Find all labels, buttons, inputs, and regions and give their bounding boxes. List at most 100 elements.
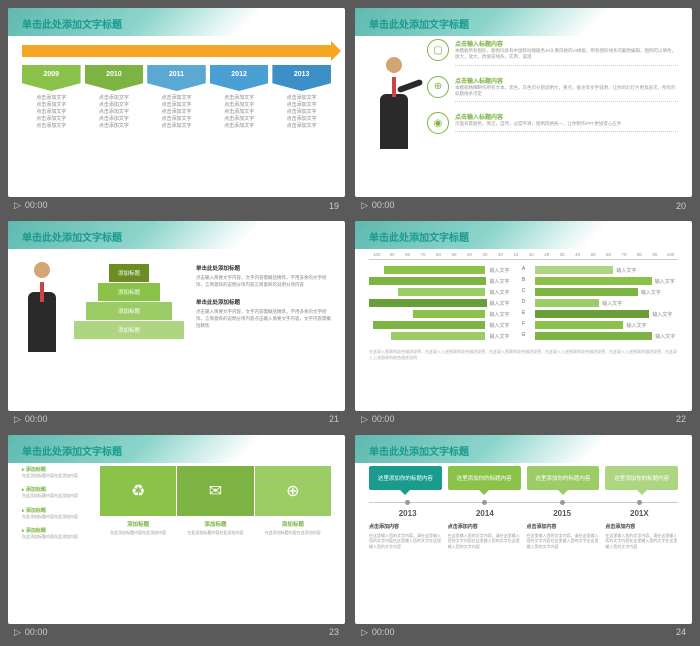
year-tag: 2009: [22, 65, 81, 91]
year-tag: 2013: [272, 65, 331, 91]
icon-list: ▢ 点击输入标题内容本模板所有图形，图例均具有中国移动端服务40头像风格的UI样…: [427, 39, 678, 149]
slide-footer: ▷00:00 24: [355, 624, 692, 638]
timeline-texts: 点击添加内容在这里输入您的文字内容，请在这里输入您的文字内容在这里输入您的文字在…: [369, 524, 678, 550]
bar-row: 输入文字: [369, 288, 513, 296]
bars-left: 输入文字输入文字输入文字输入文字输入文字输入文字输入文字: [369, 266, 513, 343]
bar-row: 输入文字: [535, 277, 679, 285]
bar-row: 输入文字: [369, 332, 513, 340]
chart-scale: 1009080706050403020101020304050607080901…: [369, 252, 678, 260]
icon-box: ✉ 添加标题在此添加标题内容在此添加内容: [177, 466, 253, 548]
slide-20: 单击此处添加文字标题 ▢ 点击输入标题内容本模板所有图形，图例均具有中国移动端服…: [355, 8, 692, 211]
slide-number: 20: [676, 201, 686, 211]
timeline-arrow: [22, 45, 331, 57]
slide-body: 2009 点击添加文字点击添加文字点击添加文字点击添加文字点击添加文字 2010…: [8, 35, 345, 138]
list-item: ▸ 添加标题在此添加标题内容在此添加内容: [22, 527, 92, 540]
text-block: 单击此处添加标题点击输入简要文字内容，文字内容需概括精炼，不用多余的文字修饰，言…: [196, 265, 331, 289]
slide-23: 单击此处添加文字标题 ▸ 添加标题在此添加标题内容在此添加内容▸ 添加标题在此添…: [8, 435, 345, 638]
slide-body: 添加标题添加标题添加标题添加标题 单击此处添加标题点击输入简要文字内容，文字内容…: [8, 248, 345, 360]
slide-canvas: 单击此处添加文字标题 这里添加你的标题内容这里添加你的标题内容这里添加你的标题内…: [355, 435, 692, 624]
speech-bubbles: 这里添加你的标题内容这里添加你的标题内容这里添加你的标题内容这里添加你的标题内容: [369, 466, 678, 490]
slide-number: 21: [329, 414, 339, 424]
slide-19: 单击此处添加文字标题 2009 点击添加文字点击添加文字点击添加文字点击添加文字…: [8, 8, 345, 211]
year-item: 2009 点击添加文字点击添加文字点击添加文字点击添加文字点击添加文字: [22, 65, 81, 130]
box-text: 添加标题在此添加标题内容在此添加内容: [177, 516, 253, 539]
feature-icon: ⊕: [427, 76, 449, 98]
bar-row: 输入文字: [535, 299, 679, 307]
bar-row: 输入文字: [369, 299, 513, 307]
year-row: 2009 点击添加文字点击添加文字点击添加文字点击添加文字点击添加文字 2010…: [22, 65, 331, 130]
year-text: 点击添加文字点击添加文字点击添加文字点击添加文字点击添加文字: [85, 95, 144, 130]
icon-boxes: ♻ 添加标题在此添加标题内容在此添加内容 ✉ 添加标题在此添加标题内容在此添加内…: [100, 466, 331, 548]
box-text: 添加标题在此添加标题内容在此添加内容: [100, 516, 176, 539]
year-marker: 2014: [446, 503, 523, 518]
slide-number: 22: [676, 414, 686, 424]
year-item: 2010 点击添加文字点击添加文字点击添加文字点击添加文字点击添加文字: [85, 65, 144, 130]
speech-bubble: 这里添加你的标题内容: [605, 466, 678, 490]
slide-22: 单击此处添加文字标题 10090807060504030201010203040…: [355, 221, 692, 424]
bar-row: 输入文字: [535, 288, 679, 296]
category-labels: ABCDEFG: [517, 266, 531, 343]
year-tag: 2012: [210, 65, 269, 91]
play-icon: ▷: [14, 200, 21, 211]
year-item: 2012 点击添加文字点击添加文字点击添加文字点击添加文字点击添加文字: [210, 65, 269, 130]
year-text: 点击添加内容在这里输入您的文字内容，请在这里输入您的文字内容在这里输入您的文字在…: [369, 524, 442, 550]
slide-number: 24: [676, 627, 686, 637]
text-block: 单击此处添加标题点击输入简要文字内容，文字内容需概括精炼，不用多余的文字修饰，言…: [196, 299, 331, 330]
feature-icon: ▢: [427, 39, 449, 61]
bars-right: 输入文字输入文字输入文字输入文字输入文字输入文字输入文字: [535, 266, 679, 343]
speech-bubble: 这里添加你的标题内容: [369, 466, 442, 490]
box-icon: ♻: [100, 466, 176, 516]
businessman-figure: [369, 39, 419, 149]
play-icon: ▷: [14, 627, 21, 638]
icon-text: 点击输入标题内容本模板精细制作所有文本，黑色，灰色可分割说明文，重点，备注等文字…: [455, 76, 678, 103]
slide-24: 单击此处添加文字标题 这里添加你的标题内容这里添加你的标题内容这里添加你的标题内…: [355, 435, 692, 638]
bar-row: 输入文字: [535, 332, 679, 340]
icon-row: ⊕ 点击输入标题内容本模板精细制作所有文本，黑色，灰色可分割说明文，重点，备注等…: [427, 76, 678, 103]
year-item: 2013 点击添加文字点击添加文字点击添加文字点击添加文字点击添加文字: [272, 65, 331, 130]
play-icon: ▷: [361, 200, 368, 211]
year-text: 点击添加内容在这里输入您的文字内容，请在这里输入您的文字内容在这里输入您的文字在…: [605, 524, 678, 550]
box-icon: ✉: [177, 466, 253, 516]
pyramid-level: 添加标题: [74, 321, 184, 339]
year-tag: 2010: [85, 65, 144, 91]
list-item: ▸ 添加标题在此添加标题内容在此添加内容: [22, 486, 92, 499]
box-text: 添加标题在此添加标题内容在此添加内容: [255, 516, 331, 539]
pyramid-descriptions: 单击此处添加标题点击输入简要文字内容，文字内容需概括精炼，不用多余的文字修饰，言…: [196, 265, 331, 339]
year-text: 点击添加文字点击添加文字点击添加文字点击添加文字点击添加文字: [22, 95, 81, 130]
pyramid-chart: 添加标题添加标题添加标题添加标题: [74, 264, 184, 340]
chart-footer: 在此录入图表的综合描述说明，在此录入上述图表的综合描述说明，在此录入图表的综合描…: [369, 349, 678, 360]
slide-footer: ▷00:00 22: [355, 411, 692, 425]
icon-box: ⊕ 添加标题在此添加标题内容在此添加内容: [255, 466, 331, 548]
slide-title: 单击此处添加文字标题: [8, 435, 345, 462]
bar-row: 输入文字: [369, 277, 513, 285]
slide-footer: ▷00:00 19: [8, 197, 345, 211]
slide-footer: ▷00:00 23: [8, 624, 345, 638]
left-list: ▸ 添加标题在此添加标题内容在此添加内容 ▸ 添加标题在此添加标题内容在此添加内容…: [22, 466, 92, 548]
slide-body: ▢ 点击输入标题内容本模板所有图形，图例均具有中国移动端服务40头像风格的UI样…: [355, 35, 692, 157]
businessman-figure: [22, 252, 62, 352]
slide-title: 单击此处添加文字标题: [8, 8, 345, 35]
bar-row: 输入文字: [369, 321, 513, 329]
slide-canvas: 单击此处添加文字标题 ▢ 点击输入标题内容本模板所有图形，图例均具有中国移动端服…: [355, 8, 692, 197]
icon-text: 点击输入标题内容本模板所有图形，图例均具有中国移动端服务40头像风格的UI样板，…: [455, 39, 678, 66]
icon-box: ♻ 添加标题在此添加标题内容在此添加内容: [100, 466, 176, 548]
slide-footer: ▷00:00 21: [8, 411, 345, 425]
slide-canvas: 单击此处添加文字标题 添加标题添加标题添加标题添加标题 单击此处添加标题点击输入…: [8, 221, 345, 410]
slide-title: 单击此处添加文字标题: [355, 435, 692, 462]
year-item: 2011 点击添加文字点击添加文字点击添加文字点击添加文字点击添加文字: [147, 65, 206, 130]
slide-footer: ▷00:00 20: [355, 197, 692, 211]
icon-text: 点击输入标题内容页面背景颜色，简洁，自然，过度平滑，图例风格统一，让你制作PPT…: [455, 112, 678, 132]
year-text: 点击添加内容在这里输入您的文字内容，请在这里输入您的文字内容在这里输入您的文字在…: [448, 524, 521, 550]
bar-row: 输入文字: [535, 310, 679, 318]
pyramid-level: 添加标题: [98, 283, 160, 301]
year-text: 点击添加文字点击添加文字点击添加文字点击添加文字点击添加文字: [210, 95, 269, 130]
slide-body: 这里添加你的标题内容这里添加你的标题内容这里添加你的标题内容这里添加你的标题内容…: [355, 462, 692, 558]
year-text: 点击添加文字点击添加文字点击添加文字点击添加文字点击添加文字: [272, 95, 331, 130]
list-item: ▸ 添加标题在此添加标题内容在此添加内容: [22, 507, 92, 520]
year-marker: 2013: [369, 503, 446, 518]
bar-row: 输入文字: [369, 266, 513, 274]
slide-title: 单击此处添加文字标题: [355, 8, 692, 35]
speech-bubble: 这里添加你的标题内容: [448, 466, 521, 490]
year-text: 点击添加文字点击添加文字点击添加文字点击添加文字点击添加文字: [147, 95, 206, 130]
slide-title: 单击此处添加文字标题: [355, 221, 692, 248]
